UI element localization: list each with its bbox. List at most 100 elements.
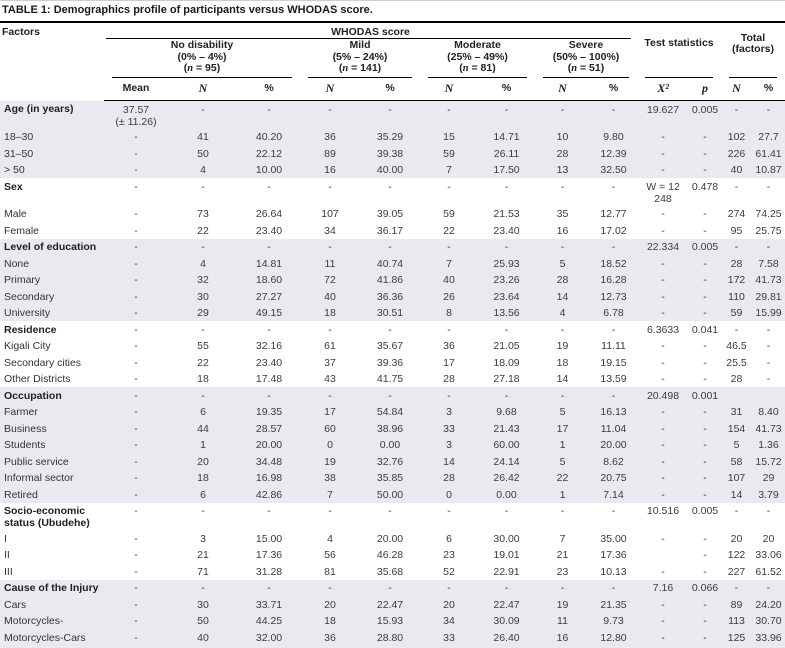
- cell-mean: -: [134, 439, 138, 451]
- cell-chi-square: -: [661, 373, 665, 385]
- row-label: 18–30: [4, 131, 34, 143]
- cell-mild-n: 36: [324, 631, 336, 644]
- table-row: University - 29 49.15 18 30.51 8 13.56 4 6.78 - - 59…: [0, 304, 785, 321]
- cell-mild-n: -: [328, 582, 332, 594]
- cell-nodisability-n: -: [201, 241, 205, 253]
- cell-severe-pct: -: [611, 505, 616, 517]
- cell-total-pct: 41.73: [755, 422, 782, 435]
- cell-chi-square: -: [661, 147, 665, 160]
- cell-nodisability-n: 55: [197, 340, 209, 352]
- cell-moderate-n: 34: [443, 615, 455, 627]
- cell-moderate-n: 20: [443, 598, 455, 611]
- cell-total-n: 95: [730, 224, 743, 237]
- group-underline: [543, 77, 630, 78]
- cell-p-value: -: [703, 164, 707, 176]
- cell-moderate-n: 15: [443, 131, 455, 143]
- cell-total-pct: 61.52: [755, 565, 782, 578]
- cell-total-pct: 8.40: [758, 406, 779, 418]
- cell-nodisability-n: 4: [200, 257, 206, 270]
- cell-chi-square: -: [661, 274, 665, 286]
- cell-severe-n: 14: [556, 290, 569, 303]
- cell-moderate-n: -: [447, 582, 451, 594]
- cell-nodisability-n: 6: [200, 406, 206, 418]
- cell-chi-square: -: [661, 532, 665, 545]
- cell-nodisability-n: 1: [200, 439, 206, 451]
- cell-chi-square: -: [661, 290, 665, 303]
- total-underline: [729, 77, 778, 78]
- cell-nodisability-n: 3: [200, 532, 206, 545]
- cell-moderate-pct: 25.93: [493, 257, 520, 270]
- cell-moderate-pct: 26.11: [493, 147, 520, 160]
- cell-mild-n: 16: [324, 164, 336, 176]
- cell-total-pct: 61.41: [755, 147, 782, 160]
- table-row: Cars - 30 33.71 20 22.47 20 22.47 19 21.35 - - 89 24.…: [0, 596, 785, 613]
- cell-moderate-pct: -: [504, 180, 509, 193]
- cell-chi-square: -: [661, 164, 665, 176]
- cell-total-pct: 7.58: [758, 257, 779, 270]
- cell-mild-pct: -: [388, 241, 392, 253]
- cell-nodisability-n: 29: [197, 307, 209, 319]
- table-row: Farmer - 6 19.35 17 54.84 3 9.68 5 16.13 - - 31 8.40: [0, 403, 785, 420]
- cell-nodisability-pct: 27.27: [255, 290, 283, 303]
- cell-p-value: -: [703, 472, 707, 484]
- row-label: I: [4, 532, 7, 545]
- cell-severe-pct: 18.52: [600, 257, 627, 270]
- cell-total-pct: 15.72: [755, 455, 782, 468]
- cell-moderate-n: 28: [443, 373, 455, 385]
- subcol-p-value: p: [689, 78, 722, 101]
- cell-mean: -: [134, 598, 138, 611]
- cell-total-pct: 1.36: [758, 439, 779, 451]
- cell-severe-n: -: [560, 505, 565, 517]
- row-label: Cars: [4, 598, 27, 611]
- cell-total-n: 31: [730, 406, 743, 418]
- cell-mild-pct: 22.47: [376, 598, 404, 611]
- cell-mean: -: [134, 406, 138, 418]
- cell-moderate-n: 0: [446, 488, 452, 501]
- cell-mean: -: [134, 307, 138, 319]
- cell-mean: -: [134, 615, 138, 627]
- cell-nodisability-pct: 31.28: [255, 565, 283, 578]
- cell-mild-n: 37: [324, 356, 336, 369]
- cell-nodisability-pct: 15.00: [255, 532, 283, 545]
- cell-mean: -: [134, 389, 138, 402]
- cell-chi-square: 6.3633: [646, 323, 680, 336]
- demographics-table: Factors WHODAS score Test statistics Tot…: [0, 21, 785, 648]
- cell-severe-pct: -: [611, 241, 616, 253]
- cell-p-value: -: [703, 406, 707, 418]
- cell-severe-pct: 21.35: [600, 598, 627, 611]
- cell-nodisability-pct: 34.48: [255, 455, 283, 468]
- cell-nodisability-pct: 10.00: [255, 164, 283, 176]
- cell-moderate-pct: 23.26: [493, 274, 520, 286]
- cell-mean: -: [134, 164, 138, 176]
- cell-p-value: 0.005: [691, 241, 719, 253]
- cell-mean: -: [134, 549, 138, 561]
- cell-severe-pct: 7.14: [603, 488, 624, 501]
- table-row: 18–30 - 41 40.20 36 35.29 15 14.71 10 9.80 - - 102 27…: [0, 128, 785, 145]
- row-label: 31–50: [4, 147, 34, 160]
- cell-total-n: [721, 387, 752, 404]
- cell-mild-pct: 35.67: [376, 340, 404, 352]
- cell-chi-square: [637, 547, 689, 564]
- cell-total-n: 274: [727, 208, 746, 220]
- cell-nodisability-n: 18: [197, 472, 209, 484]
- cell-chi-square: 19.627: [646, 103, 680, 116]
- cell-mild-n: 11: [324, 257, 336, 270]
- cell-mild-n: 17: [324, 406, 336, 418]
- table-row: Other Districts - 18 17.48 43 41.75 28 27.18 14 1…: [0, 371, 785, 388]
- cell-mild-n: -: [328, 241, 332, 253]
- cell-total-n: 20: [730, 532, 743, 545]
- cell-nodisability-n: -: [201, 180, 205, 193]
- row-label: Male: [4, 208, 27, 220]
- row-label: Farmer: [4, 406, 38, 418]
- cell-severe-pct: 32.50: [600, 164, 627, 176]
- table-row: Occupation - - - - - - - - - 20.498 0.001: [0, 387, 785, 404]
- cell-p-value: -: [703, 290, 707, 303]
- cell-moderate-n: 14: [443, 455, 455, 468]
- row-label: Socio-economic status (Ubudehe): [4, 505, 90, 529]
- cell-moderate-n: 26: [443, 290, 455, 303]
- cell-nodisability-n: -: [201, 505, 205, 517]
- cell-moderate-n: 40: [443, 274, 455, 286]
- cell-total-n: -: [734, 323, 739, 336]
- cell-moderate-pct: 21.05: [493, 340, 520, 352]
- cell-nodisability-pct: -: [267, 103, 271, 116]
